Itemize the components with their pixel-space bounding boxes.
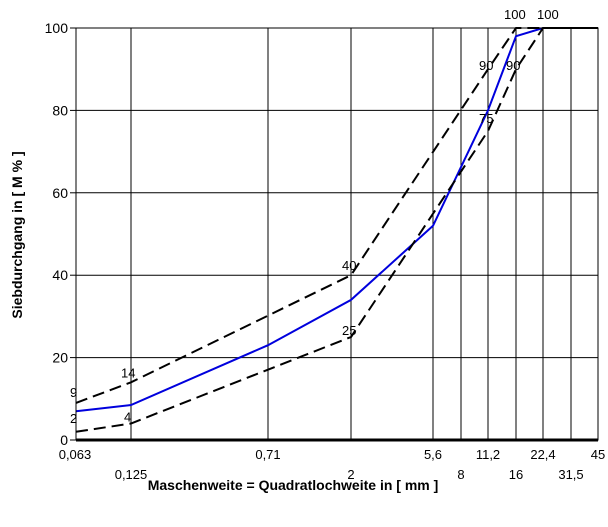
x-tick-label: 31,5 bbox=[558, 467, 583, 482]
y-tick-label: 100 bbox=[45, 20, 69, 36]
x-axis-title: Maschenweite = Quadratlochweite in [ mm … bbox=[148, 477, 439, 493]
plot-frame bbox=[75, 27, 599, 441]
x-tick-label: 5,6 bbox=[424, 447, 442, 462]
limit-curve-1 bbox=[75, 27, 598, 404]
data-value-label: 4 bbox=[124, 410, 131, 425]
y-tick-label: 40 bbox=[52, 267, 68, 283]
data-value-label: 100 bbox=[537, 7, 559, 22]
x-tick-label: 22,4 bbox=[530, 447, 555, 462]
y-tick-label: 60 bbox=[52, 185, 68, 201]
x-tick-label: 45 bbox=[591, 447, 605, 462]
data-value-label: 14 bbox=[121, 365, 135, 380]
x-tick-label: 11,2 bbox=[476, 447, 500, 462]
data-value-label: 25 bbox=[342, 323, 356, 338]
data-value-label: 90 bbox=[479, 58, 493, 73]
x-tick-label: 16 bbox=[509, 467, 523, 482]
series-layer bbox=[75, 27, 598, 433]
data-value-label: 9 bbox=[70, 385, 77, 400]
x-tick-label: 2 bbox=[347, 467, 354, 482]
y-axis-title: Siebdurchgang in [ M % ] bbox=[9, 151, 25, 318]
data-value-label: 75 bbox=[479, 111, 493, 126]
y-tick-label: 80 bbox=[52, 102, 68, 118]
data-value-label: 40 bbox=[342, 258, 356, 273]
data-value-label: 2 bbox=[70, 411, 77, 426]
x-tick-label: 0,71 bbox=[255, 447, 280, 462]
limit-curve-2 bbox=[75, 27, 598, 433]
x-tick-label: 0,125 bbox=[115, 467, 148, 482]
data-value-label: 90 bbox=[506, 58, 520, 73]
annotation-layer: 9 2 14 4 40 25 90 75 100 90 100 bbox=[70, 7, 559, 426]
tick-layer: 0 20 40 60 80 100 0,063 0,125 0,71 2 5,6 8 11,2 16 22,… bbox=[45, 20, 606, 482]
x-tick-label: 0,063 bbox=[59, 447, 92, 462]
grading-curve bbox=[75, 27, 598, 413]
data-value-label: 100 bbox=[504, 7, 526, 22]
x-tick-label: 8 bbox=[457, 467, 464, 482]
grid-layer bbox=[76, 28, 598, 440]
y-tick-label: 0 bbox=[60, 432, 68, 448]
frame-layer bbox=[75, 27, 599, 442]
y-tick-label: 20 bbox=[52, 350, 68, 366]
